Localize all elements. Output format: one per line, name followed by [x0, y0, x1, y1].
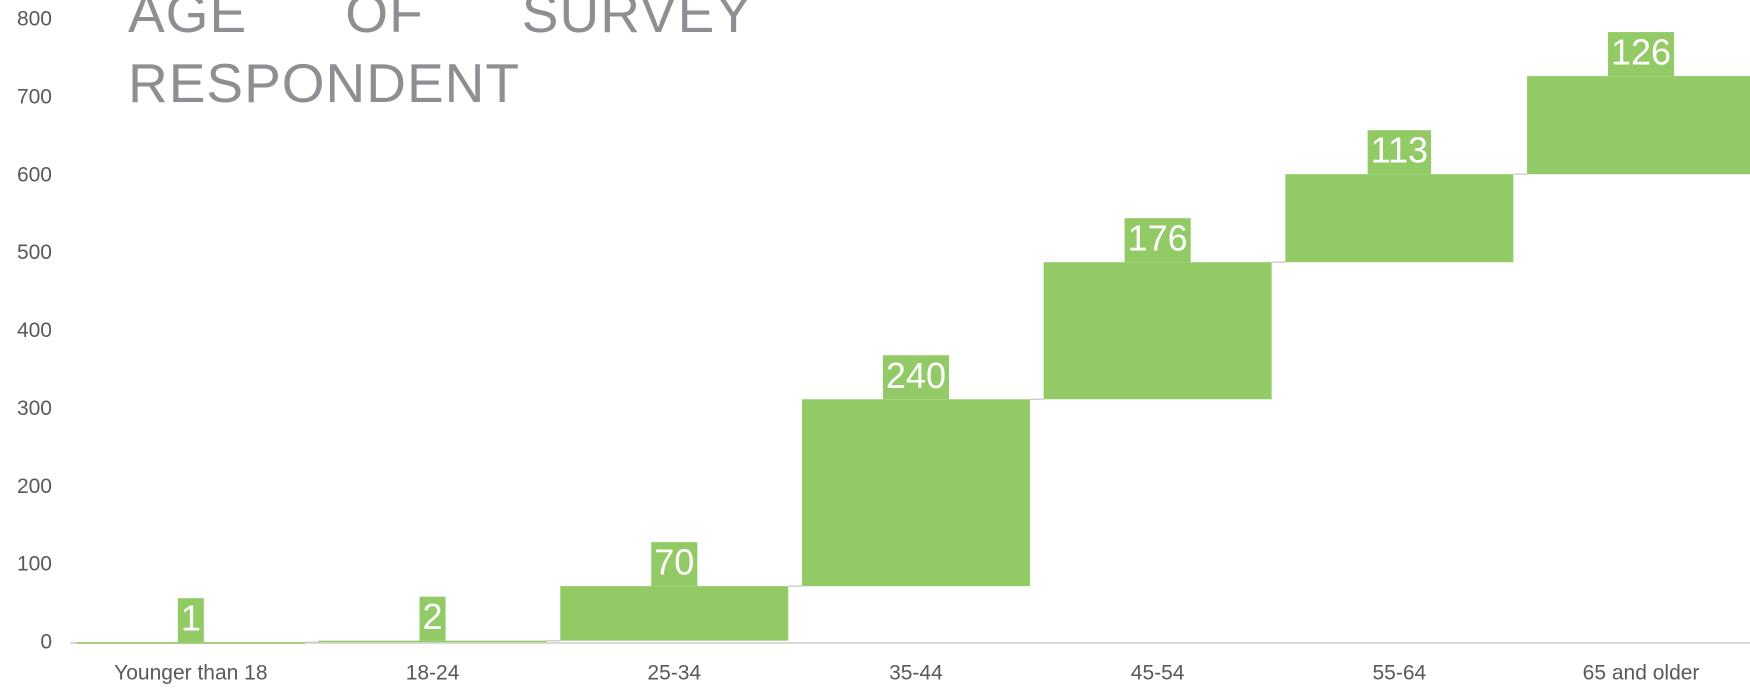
- data-label: 126: [1611, 32, 1671, 73]
- data-label: 176: [1128, 218, 1188, 259]
- x-tick-label: 18-24: [406, 662, 460, 685]
- x-tick-label: 25-34: [647, 662, 701, 685]
- data-label: 2: [423, 596, 443, 637]
- data-label: 70: [654, 542, 694, 583]
- y-tick-label: 300: [17, 397, 52, 420]
- x-tick-label: 35-44: [889, 662, 943, 685]
- x-tick-label: 65 and older: [1583, 662, 1700, 685]
- y-tick-label: 0: [40, 631, 52, 654]
- chart-title: AGE OF SURVEY RESPONDENT: [128, 0, 753, 114]
- bar: [1527, 76, 1750, 175]
- data-label-box: [419, 596, 446, 641]
- y-tick-label: 200: [17, 475, 52, 498]
- data-label-box: [882, 355, 949, 400]
- y-tick-label: 400: [17, 319, 52, 342]
- y-tick-label: 700: [17, 85, 52, 108]
- bar: [801, 399, 1030, 587]
- y-tick-label: 600: [17, 163, 52, 186]
- bar: [1285, 174, 1514, 263]
- y-tick-label: 500: [17, 241, 52, 264]
- x-tick-label: Younger than 18: [114, 662, 267, 685]
- x-tick-label: 55-64: [1372, 662, 1426, 685]
- y-tick-label: 100: [17, 553, 52, 576]
- y-tick-label: 800: [17, 8, 52, 31]
- data-label: 240: [886, 355, 946, 396]
- data-label-box: [1124, 218, 1191, 263]
- bar: [560, 586, 789, 641]
- data-label-box: [1367, 130, 1432, 175]
- bar: [1043, 262, 1272, 400]
- data-label: 113: [1371, 130, 1428, 171]
- data-label-box: [1608, 32, 1675, 77]
- data-label-box: [651, 542, 698, 587]
- bar: [318, 640, 547, 643]
- x-tick-label: 45-54: [1131, 662, 1185, 685]
- bar: [76, 642, 305, 644]
- data-label: 1: [181, 598, 201, 639]
- data-label-box: [177, 598, 204, 643]
